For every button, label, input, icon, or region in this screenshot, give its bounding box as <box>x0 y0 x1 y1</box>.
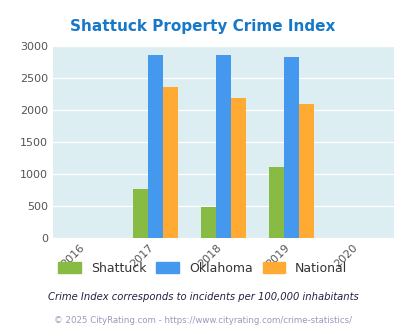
Text: © 2025 CityRating.com - https://www.cityrating.com/crime-statistics/: © 2025 CityRating.com - https://www.city… <box>54 315 351 325</box>
Text: Shattuck Property Crime Index: Shattuck Property Crime Index <box>70 19 335 34</box>
Bar <box>284 57 298 238</box>
Text: Crime Index corresponds to incidents per 100,000 inhabitants: Crime Index corresponds to incidents per… <box>47 292 358 302</box>
Legend: Shattuck, Oklahoma, National: Shattuck, Oklahoma, National <box>53 257 352 280</box>
Bar <box>200 207 215 238</box>
Bar <box>162 87 177 238</box>
Bar <box>269 167 283 238</box>
Bar <box>230 98 245 238</box>
Bar <box>298 104 313 238</box>
Bar <box>147 55 162 238</box>
Bar <box>215 55 230 238</box>
Bar <box>132 189 147 238</box>
